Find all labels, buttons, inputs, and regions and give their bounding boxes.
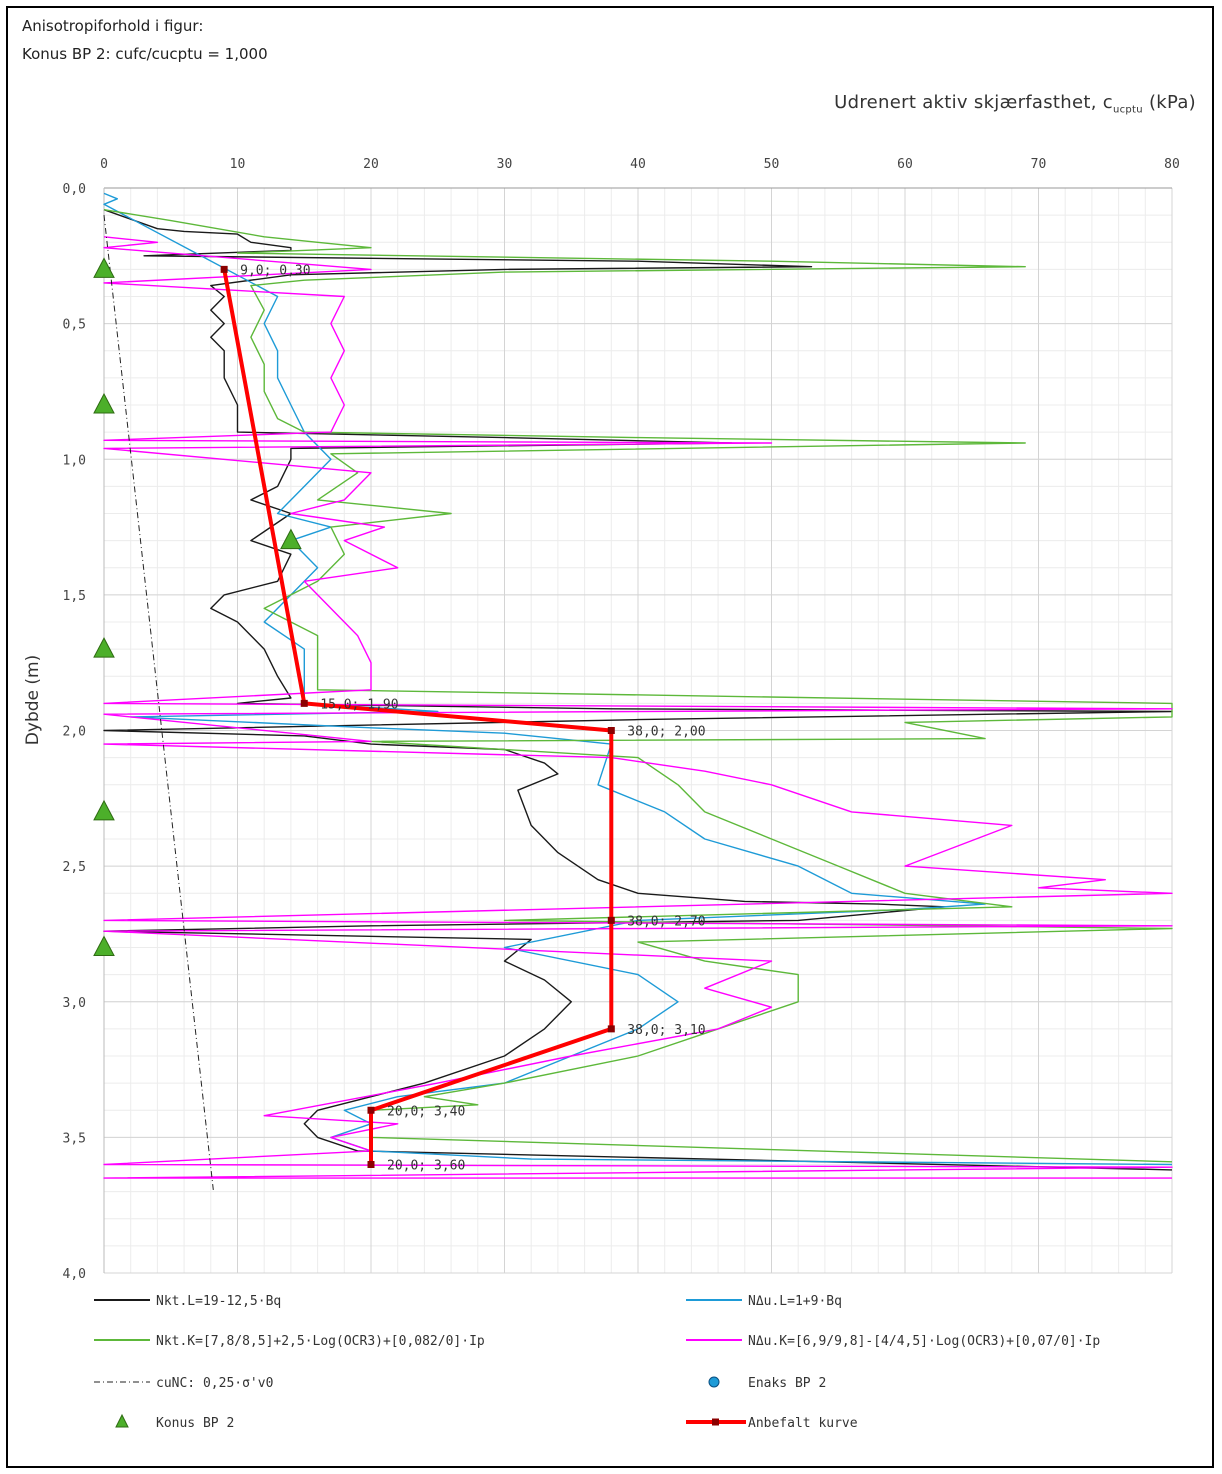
x-axis-title-main: Udrenert aktiv skjærfasthet, c: [834, 92, 1113, 113]
legend-swatch-konus: [115, 1413, 129, 1428]
x-tick-label: 20: [363, 157, 379, 172]
series-line-anbefalt: [222, 269, 614, 1165]
y-tick-label: 1,0: [63, 453, 86, 468]
anbefalt-point-marker: [220, 265, 228, 273]
series-line-ndu_l: [103, 192, 1173, 1166]
konus-triangle-marker: [93, 257, 115, 278]
point-data-label: 38,0; 2,70: [627, 914, 705, 929]
legend-swatch-enaks: [708, 1376, 720, 1388]
y-tick-label: 0,5: [63, 318, 86, 333]
anbefalt-point-marker: [367, 1106, 375, 1114]
anbefalt-point-marker: [607, 916, 615, 924]
x-axis-title-unit: (kPa): [1142, 92, 1196, 113]
point-data-label: 9,0; 0,30: [240, 263, 310, 278]
x-tick-label: 80: [1164, 157, 1180, 172]
x-tick-label: 0: [100, 157, 108, 172]
series-line-nkt_k: [103, 209, 1173, 1163]
konus-triangle-marker: [93, 392, 115, 414]
legend-label: NΔu.L=1+9·Bq: [748, 1294, 842, 1309]
legend: Nkt.L=19-12,5·Bq NΔu.L=1+9·Bq Nkt.K=[7,8/8…: [94, 1294, 1100, 1431]
axes: 0 10 20 30 40 50 60 70 80 0,0 0,5 1,0 1,5 2,0 2,5 3,0 3,…: [63, 157, 1180, 1282]
point-data-label: 38,0; 3,10: [627, 1023, 705, 1038]
header-line-2: Konus BP 2: cufc/cucptu = 1,000: [22, 45, 268, 63]
x-tick-label: 40: [630, 157, 646, 172]
y-tick-label: 4,0: [63, 1267, 86, 1282]
legend-label: Anbefalt kurve: [748, 1416, 858, 1431]
anbefalt-point-marker: [607, 1025, 615, 1033]
x-tick-label: 50: [764, 157, 780, 172]
x-tick-label: 60: [897, 157, 913, 172]
header-line-1: Anisotropiforhold i figur:: [22, 17, 204, 35]
x-tick-label: 10: [230, 157, 246, 172]
legend-label: Enaks BP 2: [748, 1376, 826, 1391]
y-tick-label: 3,0: [63, 996, 86, 1011]
markers: [93, 257, 615, 1168]
point-data-label: 20,0; 3,60: [387, 1159, 465, 1174]
legend-label: Nkt.L=19-12,5·Bq: [156, 1294, 281, 1309]
point-data-label: 38,0; 2,00: [627, 725, 705, 740]
point-data-label: 15,0; 1,90: [320, 697, 398, 712]
series-line-ndu_k: [103, 236, 1173, 1179]
x-axis-title: Udrenert aktiv skjærfasthet, cucptu (kPa…: [834, 92, 1196, 116]
konus-triangle-marker: [93, 935, 115, 956]
y-tick-label: 2,5: [63, 860, 86, 875]
point-data-label: 20,0; 3,40: [387, 1104, 465, 1119]
konus-triangle-marker: [93, 637, 115, 658]
x-tick-label: 30: [497, 157, 513, 172]
annotations: 9,0; 0,30 15,0; 1,90 38,0; 2,00 38,0; 2,70 3…: [240, 263, 705, 1173]
x-tick-label: 70: [1031, 157, 1047, 172]
anbefalt-point-marker: [607, 727, 615, 734]
y-tick-label: 0,0: [63, 182, 86, 197]
legend-label: Nkt.K=[7,8/8,5]+2,5·Log(OCR3)+[0,082/0]·…: [156, 1334, 485, 1349]
legend-label: NΔu.K=[6,9/9,8]-[4/4,5]·Log(OCR3)+[0,07/…: [748, 1334, 1100, 1349]
konus-triangle-marker: [280, 528, 302, 550]
konus-triangle-marker: [93, 799, 115, 821]
legend-swatch-marker: [712, 1418, 719, 1426]
legend-label: Konus BP 2: [156, 1416, 234, 1431]
y-axis-title: Dybde (m): [23, 655, 43, 745]
anbefalt-point-marker: [300, 699, 308, 707]
legend-label: cuNC: 0,25·σ'v0: [156, 1376, 273, 1391]
anbefalt-point-marker: [367, 1161, 375, 1168]
y-tick-label: 3,5: [63, 1131, 86, 1146]
x-axis-title-sub: ucptu: [1112, 104, 1143, 116]
y-tick-label: 1,5: [63, 589, 86, 604]
y-tick-label: 2,0: [63, 725, 86, 740]
